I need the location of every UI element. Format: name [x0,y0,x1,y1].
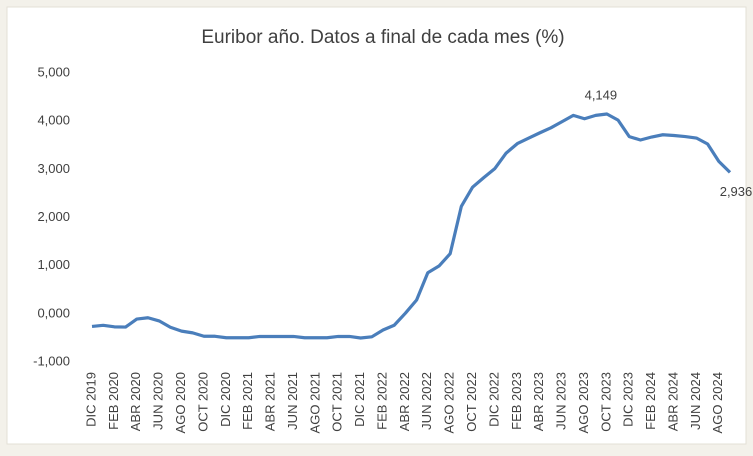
x-tick-label: ABR 2022 [397,372,412,431]
x-tick-label: FEB 2021 [240,372,255,430]
x-tick-label: FEB 2024 [643,372,658,430]
x-tick-label: JUN 2021 [285,372,300,430]
y-tick-label: 0,000 [37,305,70,320]
x-tick-label: ABR 2023 [531,372,546,431]
x-tick-label: JUN 2022 [419,372,434,430]
x-tick-label: JUN 2023 [554,372,569,430]
y-tick-label: 5,000 [37,64,70,79]
x-tick-label: FEB 2020 [106,372,121,430]
x-tick-label: OCT 2020 [195,372,210,432]
x-tick-label: ABR 2020 [128,372,143,431]
x-tick-label: FEB 2023 [509,372,524,430]
x-tick-label: AGO 2023 [576,372,591,433]
x-tick-label: ABR 2021 [263,372,278,431]
x-tick-label: OCT 2023 [598,372,613,432]
x-tick-label: ABR 2024 [665,372,680,431]
x-tick-label: AGO 2020 [173,372,188,433]
data-label: 4,149 [585,87,618,102]
x-tick-label: JUN 2020 [151,372,166,430]
y-tick-label: 4,000 [37,113,70,128]
x-tick-label: AGO 2022 [442,372,457,433]
x-tick-label: DIC 2023 [621,372,636,427]
x-tick-label: OCT 2022 [464,372,479,432]
chart-title: Euribor año. Datos a final de cada mes (… [201,27,564,48]
data-label: 2,936 [720,184,753,199]
x-tick-label: FEB 2022 [374,372,389,430]
y-tick-label: 2,000 [37,209,70,224]
x-tick-label: DIC 2020 [218,372,233,427]
y-tick-label: 1,000 [37,257,70,272]
chart-area [6,6,747,445]
line [91,112,732,340]
x-tick-label: AGO 2024 [710,372,725,433]
x-tick-label: DIC 2022 [486,372,501,427]
y-tick-label: -1,000 [33,353,70,368]
x-tick-label: OCT 2021 [330,372,345,432]
x-tick-label: AGO 2021 [307,372,322,433]
x-tick-label: JUN 2024 [688,372,703,430]
x-tick-label: DIC 2019 [83,372,98,427]
x-tick-label: DIC 2021 [352,372,367,427]
y-tick-label: 3,000 [37,161,70,176]
